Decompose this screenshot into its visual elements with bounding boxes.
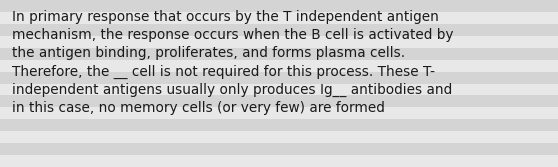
Bar <box>0 155 558 167</box>
Bar <box>0 60 558 72</box>
Bar <box>0 119 558 131</box>
Bar <box>0 72 558 84</box>
Bar <box>0 95 558 107</box>
Bar <box>0 143 558 155</box>
Bar <box>0 0 558 12</box>
Bar <box>0 107 558 119</box>
Bar <box>0 36 558 48</box>
Bar <box>0 12 558 24</box>
Bar <box>0 84 558 95</box>
Bar <box>0 131 558 143</box>
Bar <box>0 48 558 60</box>
Bar <box>0 24 558 36</box>
Text: In primary response that occurs by the T independent antigen
mechanism, the resp: In primary response that occurs by the T… <box>12 10 454 115</box>
